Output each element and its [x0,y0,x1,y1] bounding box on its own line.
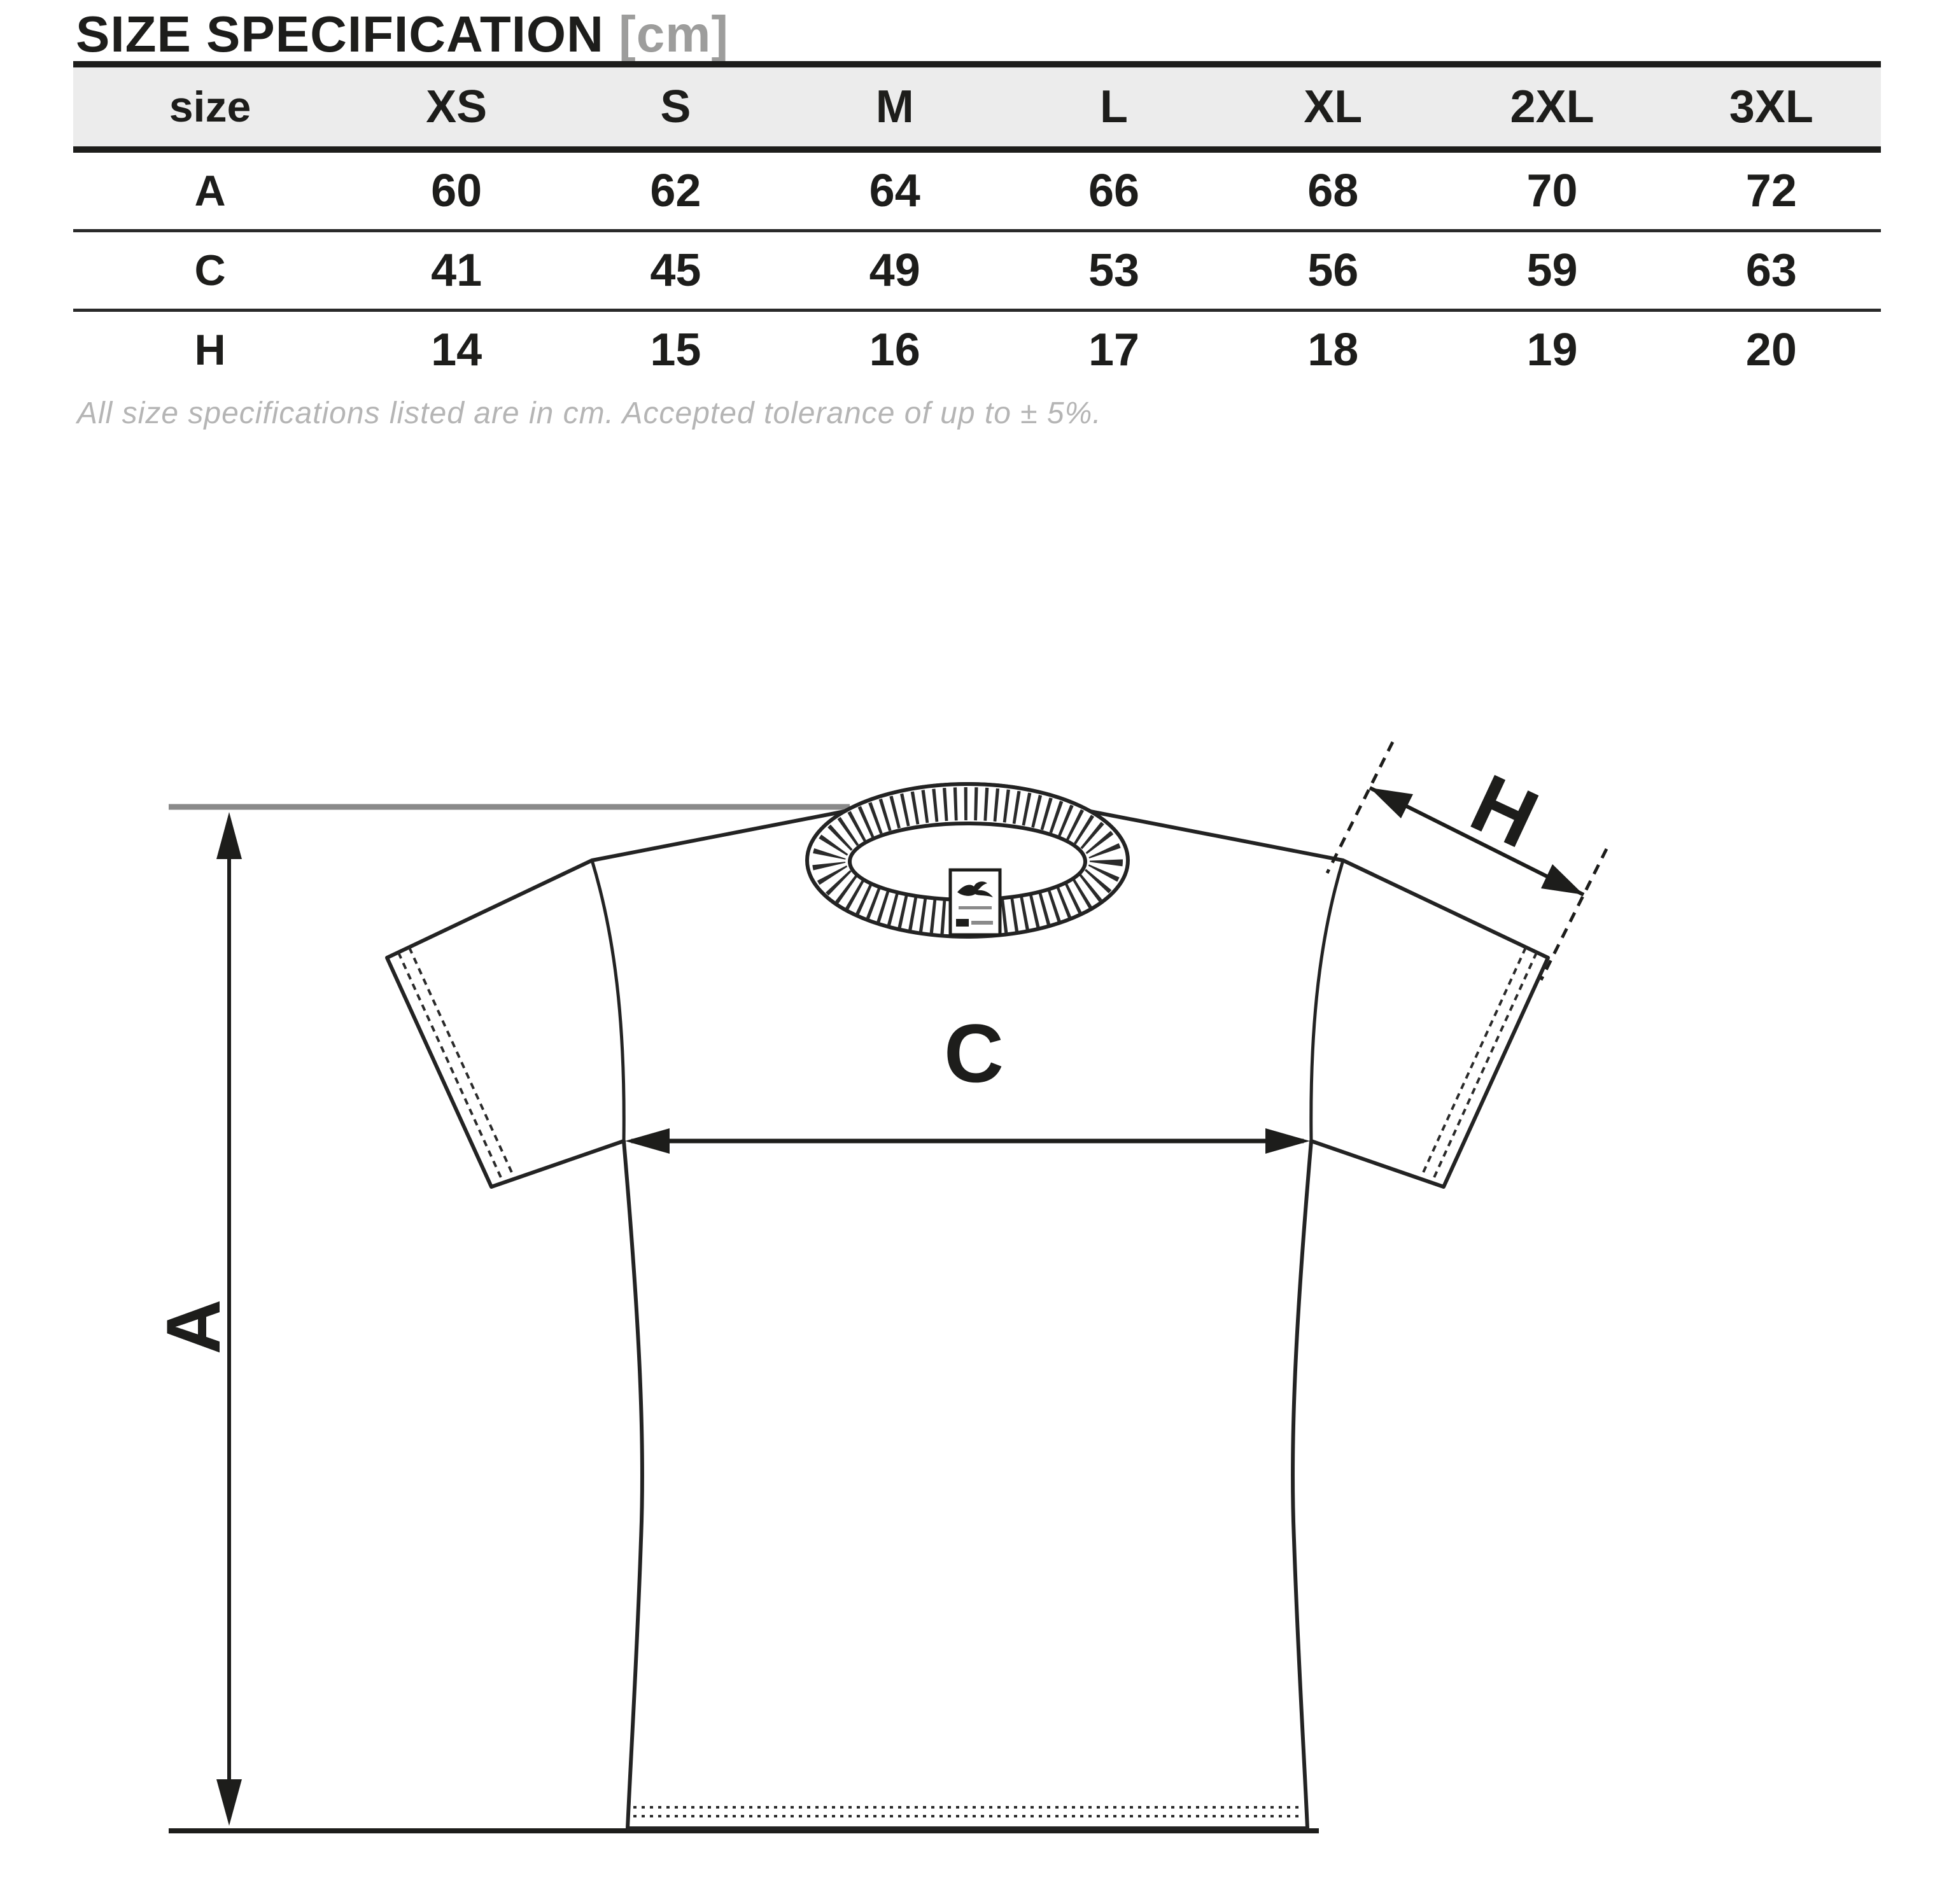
header-col-2xl: 2XL [1510,81,1594,132]
cuff-stitching-left [397,947,515,1182]
row-label-a: A [194,167,226,215]
header-col-l: L [1099,81,1128,132]
page-title: SIZE SPECIFICATION [cm] [76,5,729,64]
armhole-seam-right [1309,860,1345,1142]
cell-a-xl: 68 [1307,165,1359,216]
cell-h-xl: 18 [1307,325,1359,375]
row-label-h: H [194,326,226,374]
header-col-m: M [875,81,914,132]
size-table: size XS S M L XL 2XL 3XL A 60 62 64 66 6… [73,61,1881,388]
cell-c-xs: 41 [431,245,482,296]
cuff-stitching-right [1420,947,1538,1182]
header-col-xl: XL [1304,81,1363,132]
table-separator [73,229,1881,232]
header-col-3xl: 3XL [1729,81,1813,132]
cell-h-2xl: 19 [1526,325,1578,375]
dimension-label-h: H [1458,756,1552,865]
row-label-c: C [194,246,226,295]
cell-a-m: 64 [869,165,920,216]
ribbed-collar [805,782,1130,939]
cell-a-s: 62 [650,165,701,216]
armhole-seam-left [590,860,626,1142]
header-col-xs: XS [426,81,488,132]
cell-h-xs: 14 [431,325,482,375]
header-col-s: S [660,81,691,132]
table-separator [73,309,1881,312]
cell-a-l: 66 [1088,165,1140,216]
table-top-border [73,61,1881,67]
tolerance-note: All size specifications listed are in cm… [77,396,1102,430]
table-row-c: C 41 45 49 53 56 59 63 [73,232,1881,309]
dimension-extension-lines-h [1325,741,1608,981]
table-row-h: H 14 15 16 17 18 19 20 [73,312,1881,388]
cell-h-m: 16 [869,325,920,375]
cell-c-xl: 56 [1307,245,1359,296]
page-title-main: SIZE SPECIFICATION [76,6,604,62]
table-row-a: A 60 62 64 66 68 70 72 [73,153,1881,229]
cell-h-s: 15 [650,325,701,375]
cell-c-m: 49 [869,245,920,296]
tshirt-outline [385,782,1550,1830]
table-header-bottom-border [73,146,1881,153]
cell-h-3xl: 20 [1745,325,1797,375]
cell-c-s: 45 [650,245,701,296]
hem-stitching [633,1806,1302,1817]
cell-c-2xl: 59 [1526,245,1578,296]
dimension-arrow-c [625,1128,1310,1154]
cell-c-l: 53 [1088,245,1140,296]
dimension-arrow-h [1369,786,1585,897]
dimension-arrow-a [216,812,242,1826]
neck-label-tag [948,868,1002,937]
dimension-label-a: A [151,1299,236,1355]
cell-a-xs: 60 [431,165,482,216]
cell-a-3xl: 72 [1745,165,1797,216]
table-header-row: size XS S M L XL 2XL 3XL [73,67,1881,146]
dimension-label-c: C [944,1007,1004,1100]
header-size: size [169,83,251,131]
cell-h-l: 17 [1088,325,1140,375]
cell-c-3xl: 63 [1745,245,1797,296]
bird-logo-icon [957,881,993,897]
cell-a-2xl: 70 [1526,165,1578,216]
page-title-unit: [cm] [619,6,729,62]
